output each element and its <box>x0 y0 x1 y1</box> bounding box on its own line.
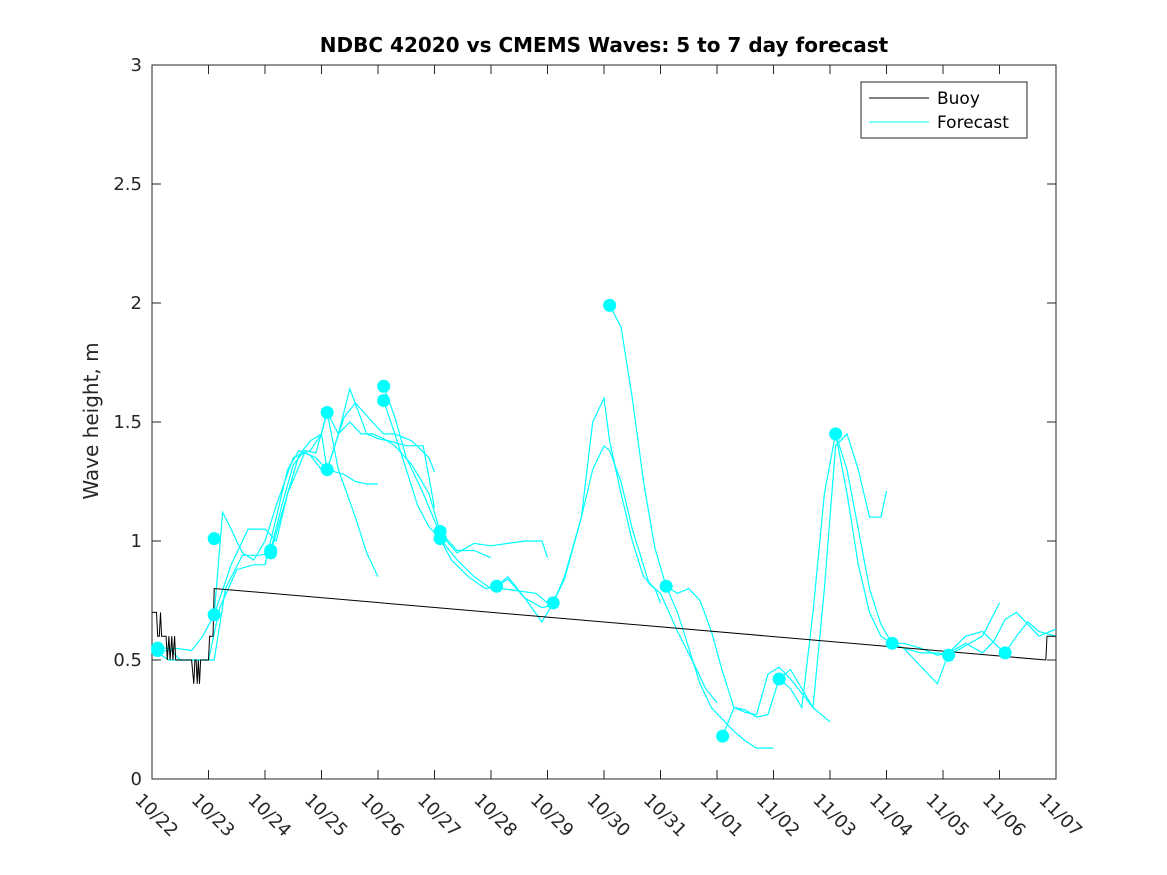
forecast-line <box>609 305 774 749</box>
y-tick-label: 2 <box>131 293 142 314</box>
legend-buoy-label: Buoy <box>937 89 980 109</box>
legend-box <box>860 81 1028 139</box>
chart-title: NDBC 42020 vs CMEMS Waves: 5 to 7 day fo… <box>320 33 889 57</box>
forecast-start-marker <box>603 298 617 312</box>
x-tick-label: 11/04 <box>865 790 917 842</box>
x-tick-label: 10/25 <box>300 790 352 842</box>
x-tick-label: 10/28 <box>469 790 521 842</box>
axes-box <box>151 64 1057 780</box>
forecast-line <box>665 585 831 723</box>
x-tick-label: 11/07 <box>1034 790 1086 842</box>
forecast-start-marker <box>772 672 786 686</box>
forecast-start-marker <box>885 636 899 650</box>
forecast-start-marker <box>942 648 956 662</box>
forecast-line <box>213 402 436 615</box>
y-tick-label: 3 <box>131 55 142 76</box>
x-tick-label: 11/03 <box>808 790 860 842</box>
forecast-line <box>157 412 379 654</box>
x-tick-label: 10/29 <box>526 790 578 842</box>
y-tick-label: 0.5 <box>113 650 142 671</box>
forecast-line <box>496 396 662 623</box>
y-tick-label: 0 <box>131 769 142 790</box>
x-tick-label: 11/02 <box>752 790 804 842</box>
forecast-start-marker <box>433 532 447 546</box>
forecast-start-marker <box>829 427 843 441</box>
x-tick-label: 10/22 <box>130 790 182 842</box>
forecast-start-marker <box>207 532 221 546</box>
forecast-start-marker <box>264 546 278 560</box>
forecast-line <box>891 621 1057 685</box>
y-tick-label: 1.5 <box>113 412 142 433</box>
forecast-start-marker <box>659 579 673 593</box>
x-tick-label: 10/24 <box>243 790 295 842</box>
forecast-start-marker <box>377 379 391 393</box>
forecast-line <box>326 421 492 559</box>
plot-area <box>151 64 1057 780</box>
y-tick-label: 1 <box>131 531 142 552</box>
forecast-start-marker <box>998 646 1012 660</box>
x-tick-label: 11/05 <box>921 790 973 842</box>
buoy-line-late <box>1045 635 1056 661</box>
forecast-start-marker <box>151 641 165 655</box>
forecast-start-marker <box>207 608 221 622</box>
forecast-start-marker <box>320 405 334 419</box>
forecast-line <box>383 386 549 558</box>
y-axis-label: Wave height, m <box>79 342 103 499</box>
forecast-start-marker <box>320 463 334 477</box>
forecast-line <box>270 386 436 551</box>
y-tick-label: 2.5 <box>113 174 142 195</box>
x-tick-label: 11/01 <box>695 790 747 842</box>
forecast-start-marker <box>546 596 560 610</box>
x-tick-label: 11/06 <box>978 790 1030 842</box>
forecast-start-marker <box>490 579 504 593</box>
forecast-line <box>552 444 718 704</box>
y-axis: 0 0.5 1 1.5 2 2.5 3 <box>113 55 1056 790</box>
buoy-line-early <box>152 588 216 684</box>
x-tick-label: 10/23 <box>187 790 239 842</box>
x-tick-label: 10/27 <box>413 790 465 842</box>
forecast-start-marker <box>716 729 730 743</box>
x-tick-label: 10/30 <box>582 790 634 842</box>
legend: Buoy Forecast <box>860 81 1028 139</box>
forecast-start-marker <box>377 394 391 408</box>
x-tick-label: 10/31 <box>639 790 691 842</box>
x-tick-label: 10/26 <box>356 790 408 842</box>
buoy-line-trend <box>215 588 1046 661</box>
legend-forecast-label: Forecast <box>937 113 1009 133</box>
forecast-line <box>722 432 888 737</box>
